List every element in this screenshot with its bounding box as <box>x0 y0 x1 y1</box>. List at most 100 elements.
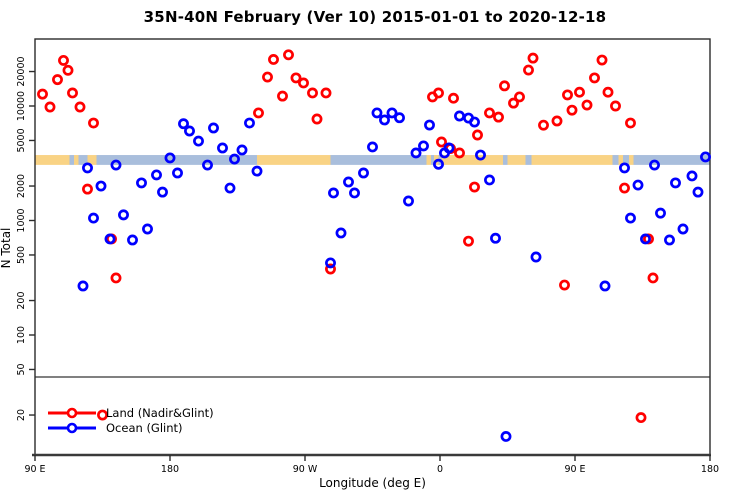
legend-label-ocean: Ocean (Glint) <box>106 420 183 435</box>
scatter-point-land <box>325 263 336 275</box>
scatter-point-ocean <box>229 153 240 165</box>
scatter-point-land <box>74 101 86 113</box>
y-tick-label: 200 <box>16 291 27 309</box>
scatter-point-land <box>88 117 99 129</box>
scatter-point-land <box>581 99 593 111</box>
scatter-point-land <box>52 74 63 86</box>
band-segment-land <box>629 155 634 165</box>
scatter-point-ocean <box>202 159 213 171</box>
scatter-point-ocean <box>82 162 93 174</box>
scatter-point-ocean <box>386 107 398 119</box>
band-segment-land <box>35 155 70 165</box>
scatter-point-ocean <box>686 170 698 182</box>
scatter-point-land <box>589 72 600 84</box>
scatter-point-land <box>110 272 122 284</box>
band-segment-land <box>426 155 431 165</box>
scatter-point-land <box>538 119 549 131</box>
scatter-point-ocean <box>104 233 116 245</box>
scatter-point-land <box>253 107 264 119</box>
scatter-point-ocean <box>358 167 369 179</box>
scatter-point-land <box>311 113 323 125</box>
x-tick-label: 0 <box>437 464 443 475</box>
scatter-point-ocean <box>157 186 168 198</box>
band-segment-land <box>507 155 526 165</box>
scatter-point-ocean <box>328 187 339 199</box>
band-segment-land <box>531 155 613 165</box>
scatter-point-ocean <box>335 227 347 239</box>
scatter-point-land <box>647 272 659 284</box>
land-marker-icon <box>48 407 96 418</box>
scatter-point-land <box>268 54 279 65</box>
scatter-point-land <box>562 89 573 101</box>
scatter-point-land <box>619 182 630 194</box>
scatter-point-land <box>454 147 465 159</box>
scatter-point-ocean <box>110 159 122 171</box>
y-tick-label: 50 <box>16 363 27 375</box>
scatter-point-ocean <box>77 280 89 292</box>
y-tick-label: 1000 <box>16 208 27 232</box>
band-segment-ocean <box>330 155 427 165</box>
scatter-point-land <box>298 77 309 89</box>
y-tick-label: 20000 <box>16 56 27 86</box>
band-segment-land <box>87 155 97 165</box>
x-tick-label: 90 E <box>564 464 585 475</box>
scatter-point-land <box>307 87 318 99</box>
scatter-point-land <box>523 64 534 76</box>
scatter-point-ocean <box>599 280 611 292</box>
x-tick-label: 180 <box>701 464 719 475</box>
scatter-point-ocean <box>469 116 480 128</box>
y-tick-label: 500 <box>16 246 27 264</box>
legend-item-ocean: Ocean (Glint) <box>46 420 214 435</box>
band-segment-ocean <box>96 155 257 165</box>
scatter-point-ocean <box>244 117 255 129</box>
band-segment-ocean <box>525 155 532 165</box>
plot-border <box>34 38 711 456</box>
scatter-point-ocean <box>164 152 176 164</box>
scatter-point-ocean <box>640 233 651 245</box>
scatter-point-land <box>277 90 288 102</box>
scatter-point-land <box>551 115 563 127</box>
y-tick-label: 100 <box>16 326 27 344</box>
scatter-point-land <box>508 97 519 109</box>
scatter-point-land <box>44 101 56 113</box>
scatter-point-land <box>448 92 459 104</box>
scatter-point-ocean <box>349 187 360 199</box>
scatter-point-ocean <box>500 431 512 442</box>
legend: Land (Nadir&Glint) Ocean (Glint) <box>46 405 214 435</box>
scatter-point-land <box>82 183 93 195</box>
scatter-point-ocean <box>367 141 378 153</box>
scatter-point-ocean <box>151 169 162 181</box>
scatter-point-land <box>610 100 621 112</box>
scatter-point-land <box>514 91 525 103</box>
scatter-point-land <box>566 104 578 116</box>
ocean-marker-icon <box>48 422 96 433</box>
scatter-point-ocean <box>95 180 107 192</box>
scatter-point-ocean <box>475 149 486 161</box>
scatter-point-ocean <box>343 176 354 188</box>
y-axis-label: N Total <box>0 227 13 269</box>
band-segment-ocean <box>633 155 710 165</box>
x-tick-label: 90 E <box>24 464 45 475</box>
scatter-point-ocean <box>172 167 183 179</box>
scatter-point-ocean <box>433 158 444 170</box>
y-tick-label: 5000 <box>16 128 27 152</box>
band-segment-ocean <box>503 155 508 165</box>
x-tick-label: 90 W <box>293 464 318 475</box>
scatter-point-land <box>602 86 614 98</box>
scatter-point-land <box>527 52 539 64</box>
scatter-point-ocean <box>88 212 99 224</box>
scatter-point-ocean <box>649 159 660 171</box>
scatter-point-land <box>67 87 78 99</box>
scatter-point-ocean <box>418 140 429 152</box>
chart-title: 35N-40N February (Ver 10) 2015-01-01 to … <box>143 8 607 26</box>
band-segment-ocean <box>431 155 434 165</box>
scatter-point-land <box>484 107 495 119</box>
scatter-point-land <box>283 49 294 61</box>
band-segment-ocean <box>612 155 619 165</box>
scatter-point-land <box>559 279 570 291</box>
band-segment-land <box>441 155 503 165</box>
scatter-point-ocean <box>454 110 465 122</box>
scatter-point-ocean <box>217 142 228 154</box>
